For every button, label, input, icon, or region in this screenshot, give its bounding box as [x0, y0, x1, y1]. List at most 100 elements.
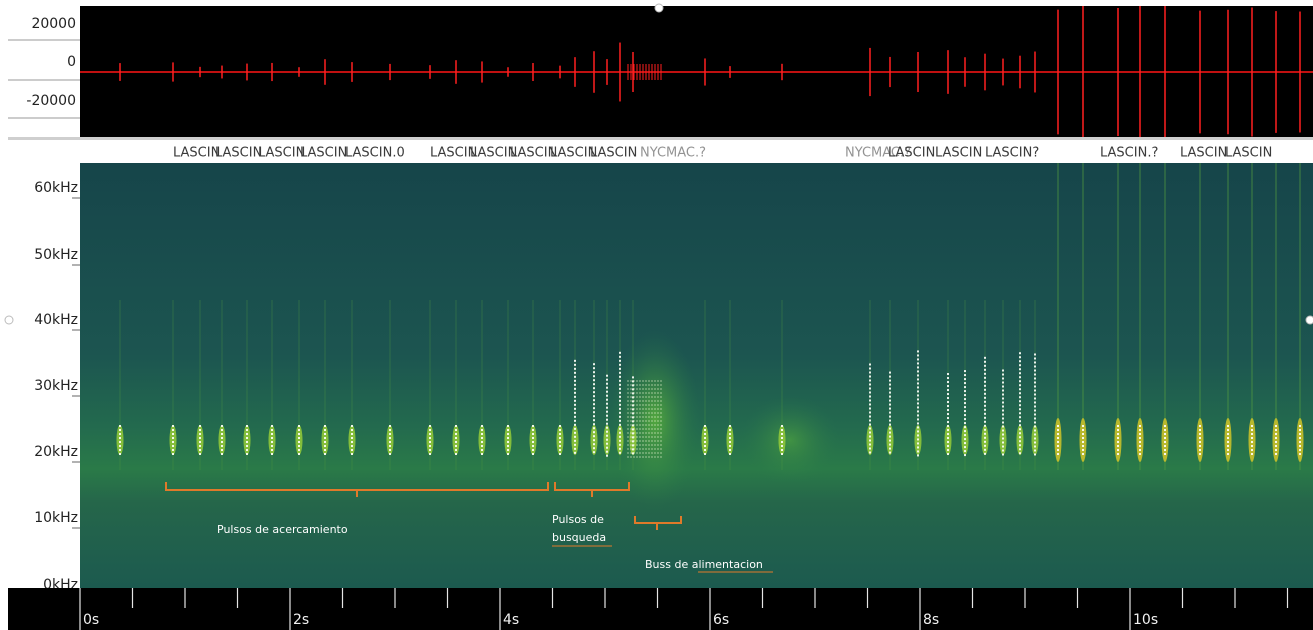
detection-dot — [947, 437, 949, 440]
species-label: LASCIN — [550, 146, 597, 161]
detection-dot — [271, 433, 273, 435]
detection-dot — [1034, 393, 1036, 396]
detection-dot — [984, 404, 986, 407]
detection-dot — [947, 429, 949, 432]
species-label: NYCMAC.? — [640, 146, 706, 161]
detection-dot — [704, 437, 706, 439]
detection-dot — [298, 437, 300, 439]
detection-dot — [1019, 376, 1021, 379]
detection-dot — [869, 415, 871, 418]
detection-dot — [1082, 441, 1084, 443]
detection-dot — [984, 384, 986, 387]
detection-dot — [1034, 429, 1036, 432]
time-label: 6s — [713, 612, 729, 628]
detection-dot — [1019, 388, 1021, 391]
detection-dot — [729, 449, 731, 451]
detection-dot — [984, 400, 986, 403]
detection-dot — [889, 415, 891, 418]
detection-dot — [1034, 425, 1036, 428]
detection-dot — [1019, 452, 1021, 455]
detection-dot — [606, 382, 608, 385]
detection-dot — [869, 399, 871, 402]
detection-dot — [984, 380, 986, 383]
detection-dot — [1117, 453, 1119, 455]
detection-dot — [1019, 424, 1021, 427]
detection-dot — [1002, 429, 1004, 432]
detection-dot — [606, 438, 608, 441]
detection-dot — [1057, 429, 1059, 431]
detection-dot — [1034, 377, 1036, 380]
detection-dot — [729, 433, 731, 435]
detection-dot — [199, 425, 201, 427]
detection-dot — [704, 433, 706, 435]
species-label: LASCIN — [470, 146, 517, 161]
call-pulse — [1248, 418, 1256, 462]
resize-handle[interactable] — [4, 315, 14, 325]
detection-dot — [619, 431, 621, 434]
detection-dot — [455, 425, 457, 427]
detection-dot — [172, 445, 174, 447]
detection-dot — [593, 419, 595, 422]
detection-dot — [1164, 453, 1166, 455]
detection-dot — [481, 453, 483, 455]
detection-dot — [574, 363, 576, 366]
detection-dot — [324, 433, 326, 435]
resize-handle[interactable] — [654, 3, 664, 13]
detection-dot — [1034, 361, 1036, 364]
detection-dot — [574, 443, 576, 446]
detection-dot — [869, 383, 871, 386]
detection-dot — [619, 451, 621, 454]
detection-dot — [619, 367, 621, 370]
detection-dot — [619, 359, 621, 362]
detection-dot — [593, 423, 595, 426]
detection-dot — [1251, 441, 1253, 443]
detection-dot — [455, 433, 457, 435]
detection-dot — [889, 431, 891, 434]
detection-dot — [351, 445, 353, 447]
detection-dot — [1199, 425, 1201, 427]
species-label: LASCIN — [1225, 146, 1272, 161]
detection-dot — [559, 429, 561, 431]
detection-dot — [606, 386, 608, 389]
call-pulse — [1272, 418, 1280, 462]
detection-dot — [351, 429, 353, 431]
detection-dot — [1002, 393, 1004, 396]
call-pulse — [778, 425, 786, 455]
detection-dot — [574, 383, 576, 386]
divider[interactable] — [8, 137, 1313, 140]
detection-dot — [964, 430, 966, 433]
detection-dot — [889, 387, 891, 390]
detection-dot — [917, 454, 919, 457]
spectrogram-calls — [116, 163, 1304, 510]
detection-dot — [1019, 444, 1021, 447]
detection-dot — [1275, 449, 1277, 451]
detection-dot — [481, 425, 483, 427]
detection-dot — [1082, 445, 1084, 447]
detection-dot — [271, 449, 273, 451]
detection-dot — [729, 453, 731, 455]
detection-dot — [606, 430, 608, 433]
detection-dot — [917, 362, 919, 365]
call-pulse — [452, 425, 460, 455]
detection-dot — [1117, 445, 1119, 447]
detection-dot — [606, 450, 608, 453]
detection-dot — [1275, 441, 1277, 443]
detection-dot — [1019, 448, 1021, 451]
detection-dot — [781, 445, 783, 447]
detection-dot — [619, 371, 621, 374]
detection-dot — [984, 396, 986, 399]
detection-dot — [1002, 385, 1004, 388]
time-axis-ticks: 0s 2s 4s 6s 8s 10s — [79, 588, 1289, 630]
detection-dot — [559, 433, 561, 435]
detection-dot — [324, 437, 326, 439]
detection-dot — [1034, 369, 1036, 372]
detection-dot — [889, 447, 891, 450]
detection-dot — [532, 425, 534, 427]
detection-dot — [1299, 441, 1301, 443]
resize-handle[interactable] — [1305, 315, 1313, 325]
time-label: 8s — [923, 612, 939, 628]
species-label: LASCIN — [173, 146, 220, 161]
detection-dot — [574, 395, 576, 398]
detection-dot — [351, 437, 353, 439]
detection-dot — [606, 394, 608, 397]
